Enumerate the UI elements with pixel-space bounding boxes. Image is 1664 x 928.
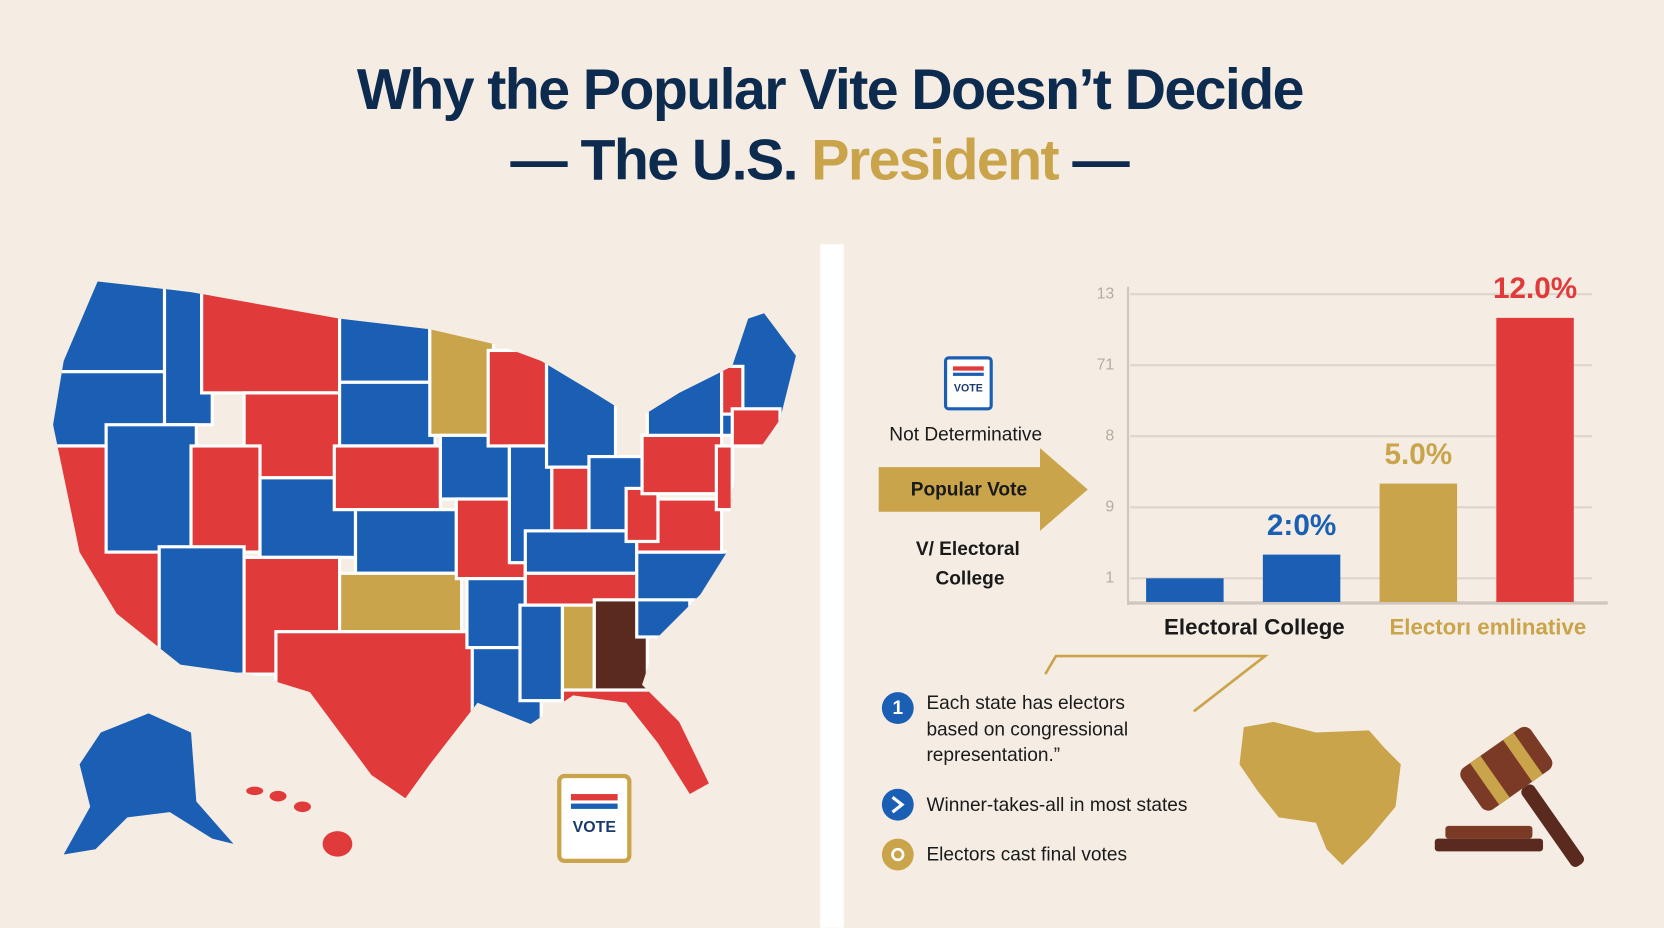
title-line-2: — The U.S. President — (510, 129, 1130, 193)
bullet-number: 1 (892, 698, 903, 719)
versus-label: College (935, 569, 1004, 590)
us-silhouette (1239, 721, 1401, 866)
ballot-label: VOTE (954, 382, 983, 394)
title-suffix: — (1072, 129, 1130, 193)
versus-label: V/ Electoral (916, 539, 1020, 560)
value-label: 12.0% (1493, 272, 1577, 305)
bullet-icon (881, 692, 914, 724)
bullet-text: Winner-takes-all in most states (926, 795, 1187, 816)
callout-line (1044, 654, 1269, 713)
bullet-text: based on congressional (926, 719, 1128, 740)
value-label: 5.0% (1384, 438, 1452, 471)
bar (1379, 483, 1458, 602)
ballot-label: VOTE (573, 819, 616, 836)
y-tick-label: 13 (1097, 285, 1115, 302)
alaska (63, 713, 234, 855)
y-tick-label: 8 (1105, 427, 1114, 444)
x-group-label: Electoral College (1164, 614, 1345, 639)
value-label: 2:0% (1267, 509, 1336, 542)
bar-chart: 13 71 8 9 1 2:0% 5.0% 12.0% Electoral College Ele… (1097, 272, 1608, 639)
ballot-box-middle: VOTE (943, 356, 993, 411)
bar (1146, 578, 1224, 602)
bar (1262, 554, 1341, 602)
y-tick-label: 1 (1105, 569, 1114, 586)
bullet-text: Electors cast final votes (926, 845, 1127, 866)
ballot-box-left: VOTE (557, 773, 632, 864)
divider (820, 244, 844, 928)
y-tick-label: 71 (1097, 356, 1115, 373)
bullet-icon (881, 788, 914, 821)
caption: Not Determinative (889, 424, 1042, 445)
title-highlight: President (811, 129, 1059, 193)
title-line-1: Why the Popular Vite Doesn’t Decide (357, 58, 1303, 122)
bullet-icon (881, 838, 914, 871)
gavel (1434, 726, 1585, 867)
bullet-text: representation.” (926, 745, 1060, 766)
arrow-label: Popular Vote (911, 480, 1027, 501)
hawaii (246, 786, 353, 857)
bullet-text: Each state has electors (926, 693, 1124, 714)
x-group-label: Electorı emlinative (1389, 614, 1586, 639)
arrow (878, 448, 1088, 531)
title-prefix: — The U.S. (510, 129, 797, 193)
bullet-glyph (891, 847, 905, 862)
bullet-arrow (891, 795, 905, 814)
bar (1496, 317, 1574, 602)
y-tick-label: 9 (1105, 498, 1114, 515)
